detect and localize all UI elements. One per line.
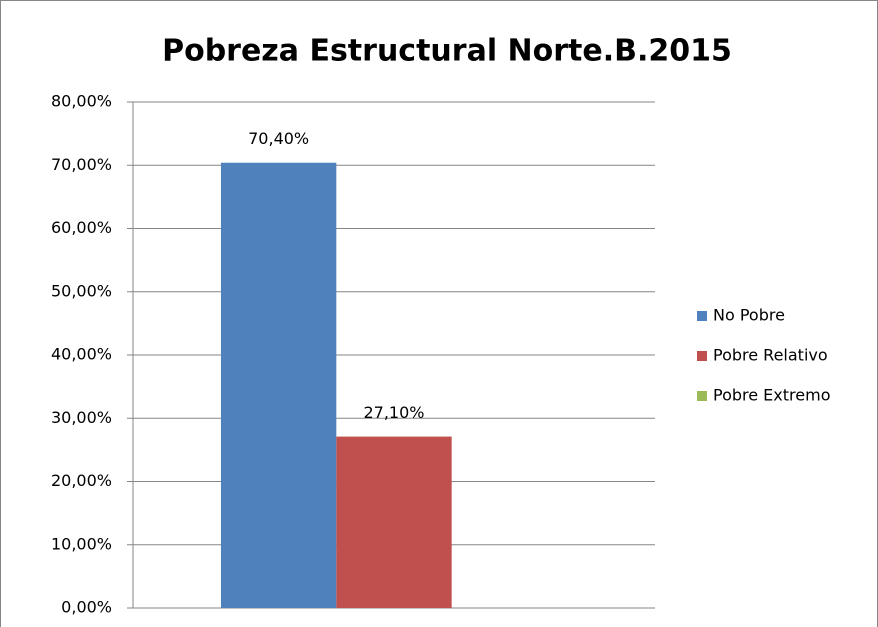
data-label: 70,40% — [248, 129, 309, 148]
legend-swatch — [697, 391, 707, 401]
y-tick-label: 80,00% — [51, 92, 112, 111]
legend-label: No Pobre — [713, 306, 785, 325]
bar — [220, 162, 337, 608]
y-tick-label: 20,00% — [51, 471, 112, 490]
legend-swatch — [697, 311, 707, 321]
y-tick-label: 50,00% — [51, 281, 112, 300]
legend-label: Pobre Extremo — [713, 386, 830, 405]
bar — [336, 436, 452, 608]
y-tick-label: 40,00% — [51, 345, 112, 364]
y-tick-label: 60,00% — [51, 218, 112, 237]
data-label: 27,10% — [363, 403, 424, 422]
chart-title: Pobreza Estructural Norte.B.2015 — [162, 34, 732, 69]
legend-swatch — [697, 351, 707, 361]
y-tick-label: 70,00% — [51, 155, 112, 174]
y-tick-label: 0,00% — [61, 598, 112, 617]
y-tick-label: 10,00% — [51, 534, 112, 553]
y-tick-label: 30,00% — [51, 408, 112, 427]
legend-label: Pobre Relativo — [713, 346, 828, 365]
